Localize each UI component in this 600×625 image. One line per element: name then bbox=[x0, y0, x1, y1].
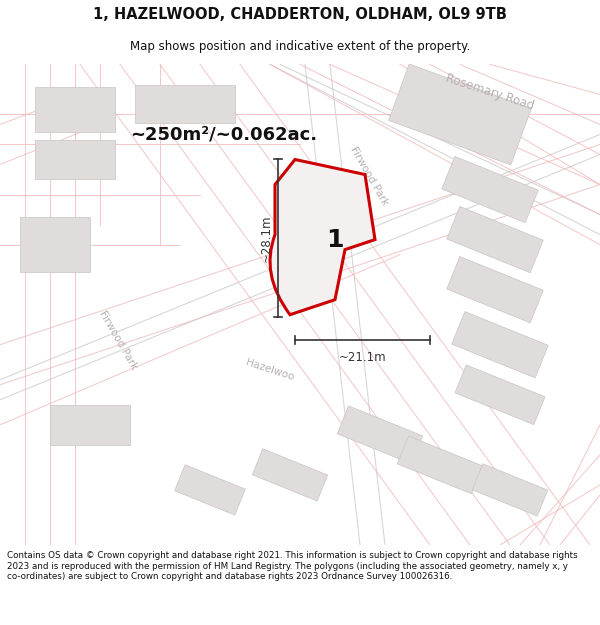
Text: Contains OS data © Crown copyright and database right 2021. This information is : Contains OS data © Crown copyright and d… bbox=[7, 551, 578, 581]
Polygon shape bbox=[455, 365, 545, 424]
Polygon shape bbox=[447, 256, 543, 322]
Text: ~21.1m: ~21.1m bbox=[338, 351, 386, 364]
Text: Rosemary Road: Rosemary Road bbox=[444, 72, 536, 113]
Polygon shape bbox=[253, 449, 328, 501]
Text: ~250m²/~0.062ac.: ~250m²/~0.062ac. bbox=[130, 126, 317, 144]
Polygon shape bbox=[472, 464, 548, 516]
Text: 1, HAZELWOOD, CHADDERTON, OLDHAM, OL9 9TB: 1, HAZELWOOD, CHADDERTON, OLDHAM, OL9 9T… bbox=[93, 7, 507, 22]
Text: Map shows position and indicative extent of the property.: Map shows position and indicative extent… bbox=[130, 40, 470, 53]
Text: 1: 1 bbox=[326, 228, 344, 252]
Polygon shape bbox=[175, 465, 245, 515]
Polygon shape bbox=[447, 206, 543, 272]
Polygon shape bbox=[397, 436, 483, 494]
Polygon shape bbox=[389, 64, 532, 165]
Text: ~28.1m: ~28.1m bbox=[260, 214, 272, 262]
Polygon shape bbox=[35, 87, 115, 132]
Polygon shape bbox=[135, 86, 235, 124]
Polygon shape bbox=[35, 141, 115, 179]
Polygon shape bbox=[50, 405, 130, 445]
Text: Firwood Park: Firwood Park bbox=[348, 146, 390, 208]
PathPatch shape bbox=[270, 159, 375, 315]
Polygon shape bbox=[20, 217, 90, 272]
Polygon shape bbox=[452, 312, 548, 378]
Polygon shape bbox=[337, 406, 423, 464]
Text: Hazelwoo: Hazelwoo bbox=[245, 357, 295, 382]
Text: Firwood Park: Firwood Park bbox=[97, 309, 139, 371]
Polygon shape bbox=[442, 156, 538, 222]
